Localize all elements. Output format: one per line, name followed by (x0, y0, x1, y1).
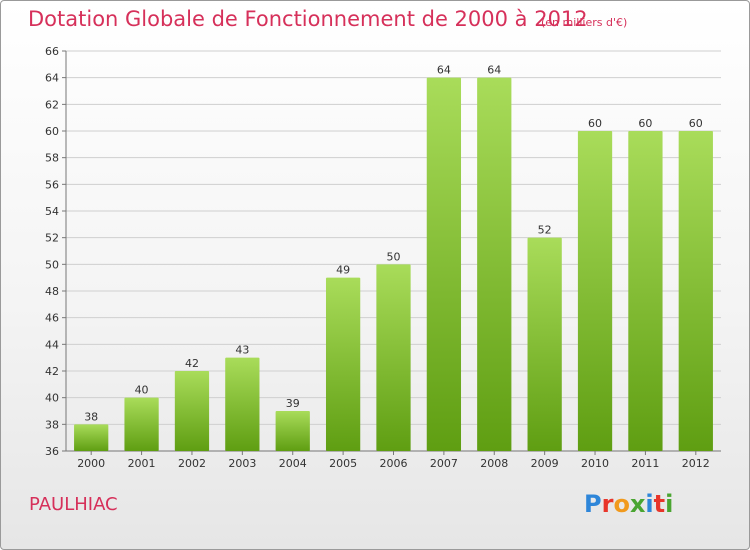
data-label: 49 (336, 264, 350, 277)
logo-letter: i (665, 490, 674, 518)
data-label: 43 (235, 344, 249, 357)
bar (325, 277, 361, 451)
x-tick-label: 2001 (128, 457, 156, 470)
bar (376, 264, 411, 451)
y-tick-label: 56 (45, 178, 59, 191)
y-tick-label: 64 (45, 72, 59, 85)
logo-letter: r (601, 490, 614, 518)
y-tick-label: 62 (45, 98, 59, 111)
bar (477, 77, 512, 452)
x-tick-label: 2010 (581, 457, 609, 470)
data-label: 42 (185, 357, 199, 370)
bar (628, 131, 663, 451)
data-label: 52 (538, 224, 552, 237)
data-label: 39 (286, 397, 300, 410)
x-tick-label: 2008 (480, 457, 508, 470)
data-label: 64 (437, 64, 451, 77)
logo-letter: t (653, 490, 666, 518)
data-label: 38 (84, 410, 98, 423)
proxiti-logo[interactable]: Proxiti (584, 490, 673, 518)
x-tick-label: 2009 (531, 457, 559, 470)
y-tick-label: 52 (45, 232, 59, 245)
y-tick-label: 40 (45, 392, 59, 405)
y-tick-label: 42 (45, 365, 59, 378)
logo-letter: P (584, 490, 602, 518)
bar (426, 77, 462, 452)
logo-letter: i (645, 490, 654, 518)
x-tick-label: 2006 (380, 457, 408, 470)
y-tick-label: 50 (45, 258, 59, 271)
y-tick-label: 54 (45, 205, 59, 218)
bar (275, 411, 310, 451)
bar (74, 424, 109, 451)
chart-subtitle: (en milliers d'€) (541, 16, 628, 29)
x-tick-label: 2004 (279, 457, 307, 470)
y-tick-label: 44 (45, 338, 59, 351)
data-label: 64 (487, 64, 501, 77)
y-tick-label: 58 (45, 152, 59, 165)
x-tick-label: 2000 (77, 457, 105, 470)
y-tick-label: 36 (45, 445, 59, 458)
bar (678, 131, 713, 451)
x-tick-label: 2003 (228, 457, 256, 470)
chart-title: Dotation Globale de Fonctionnement de 20… (28, 7, 588, 31)
y-tick-label: 46 (45, 312, 59, 325)
logo-letter: x (629, 490, 646, 518)
bar (577, 131, 613, 451)
data-label: 60 (689, 117, 703, 130)
bar (124, 397, 159, 451)
y-tick-label: 38 (45, 418, 59, 431)
x-tick-label: 2007 (430, 457, 458, 470)
data-label: 50 (387, 250, 401, 263)
data-label: 40 (135, 384, 149, 397)
commune-name: PAULHIAC (29, 494, 118, 515)
x-tick-label: 2011 (631, 457, 659, 470)
x-tick-label: 2005 (329, 457, 357, 470)
bar (527, 237, 562, 451)
x-tick-label: 2012 (682, 457, 710, 470)
x-tick-label: 2002 (178, 457, 206, 470)
data-label: 60 (638, 117, 652, 130)
bar (225, 357, 260, 451)
bar (174, 371, 210, 451)
y-tick-label: 48 (45, 285, 59, 298)
y-tick-label: 66 (45, 45, 59, 58)
y-tick-label: 60 (45, 125, 59, 138)
logo-letter: o (613, 490, 630, 518)
data-label: 60 (588, 117, 602, 130)
